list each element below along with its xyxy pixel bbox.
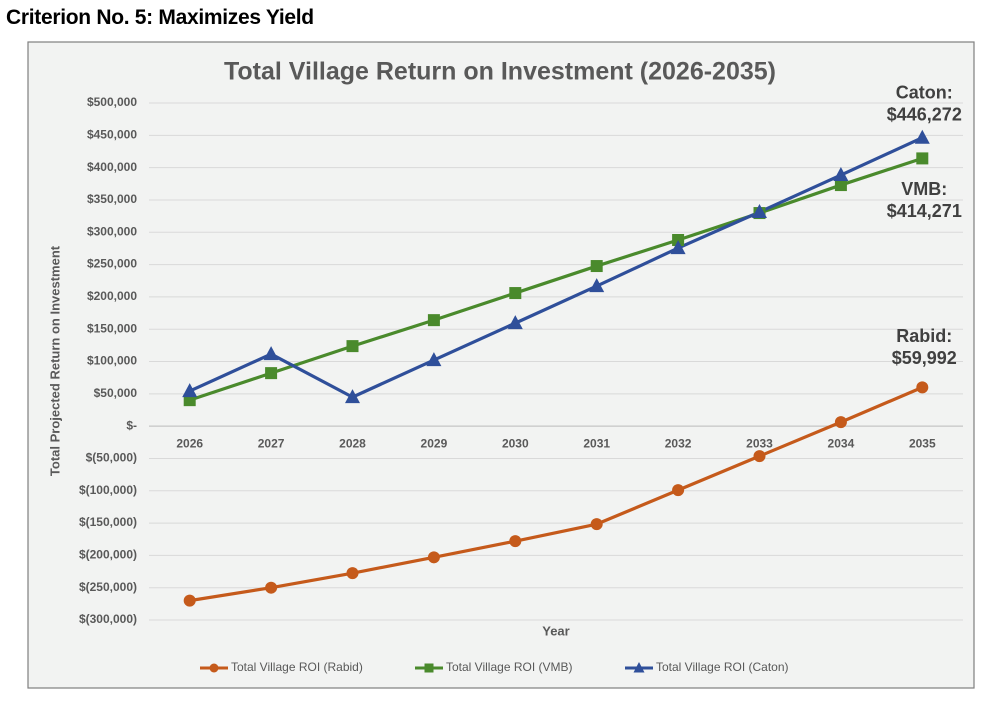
y-tick-label: $(50,000) xyxy=(86,451,137,465)
legend-marker xyxy=(209,663,219,673)
data-point xyxy=(590,518,603,531)
x-tick-label: 2027 xyxy=(258,436,285,450)
x-axis-title: Year xyxy=(542,623,569,638)
data-point xyxy=(183,394,196,407)
chart-frame xyxy=(27,41,975,689)
data-point xyxy=(263,346,279,361)
y-tick-label: $350,000 xyxy=(87,192,137,206)
page-header: Criterion No. 5: Maximizes Yield xyxy=(6,6,314,29)
y-tick-label: $500,000 xyxy=(87,95,137,109)
data-point xyxy=(590,260,603,273)
data-point xyxy=(507,315,523,330)
data-point xyxy=(427,314,440,327)
data-point xyxy=(834,179,847,192)
data-point xyxy=(672,234,685,247)
data-point xyxy=(346,340,359,353)
annotation: Caton: xyxy=(896,82,953,102)
data-point xyxy=(752,204,767,219)
data-point xyxy=(183,594,196,607)
data-point xyxy=(509,535,522,548)
annotation: VMB: xyxy=(901,179,947,199)
data-point xyxy=(182,383,198,398)
y-tick-label: $450,000 xyxy=(87,127,137,141)
data-point xyxy=(916,381,929,394)
chart-title: Total Village Return on Investment (2026… xyxy=(224,58,776,86)
series-line xyxy=(189,385,923,603)
annotation: $446,272 xyxy=(887,104,962,124)
y-tick-label: $300,000 xyxy=(87,224,137,238)
y-tick-label: $150,000 xyxy=(87,321,137,335)
data-point xyxy=(753,450,766,463)
y-tick-label: $(200,000) xyxy=(79,548,137,562)
data-point xyxy=(346,567,359,580)
data-point xyxy=(509,287,522,300)
y-tick-label: $100,000 xyxy=(87,354,137,368)
x-tick-label: 2032 xyxy=(665,436,692,450)
legend-label: Total Village ROI (Caton) xyxy=(656,660,789,674)
data-point xyxy=(265,367,278,380)
x-tick-label: 2034 xyxy=(828,436,855,450)
series-line xyxy=(189,156,923,402)
legend-marker xyxy=(633,662,645,673)
x-tick-label: 2029 xyxy=(421,436,448,450)
y-tick-label: $50,000 xyxy=(94,386,138,400)
y-tick-label: $(150,000) xyxy=(79,515,137,529)
y-tick-label: $250,000 xyxy=(87,257,137,271)
x-tick-label: 2031 xyxy=(583,436,610,450)
annotation: $59,992 xyxy=(892,348,957,368)
data-point xyxy=(427,551,440,564)
annotation: Rabid: xyxy=(896,326,952,346)
data-point xyxy=(833,167,849,182)
data-point xyxy=(834,416,847,429)
legend-label: Total Village ROI (VMB) xyxy=(446,660,573,674)
legend-marker xyxy=(424,663,434,673)
legend-label: Total Village ROI (Rabid) xyxy=(231,660,363,674)
data-point xyxy=(916,152,929,165)
y-tick-label: $200,000 xyxy=(87,289,137,303)
data-point xyxy=(670,240,686,255)
x-tick-label: 2035 xyxy=(909,436,936,450)
data-point xyxy=(265,581,278,594)
y-tick-label: $400,000 xyxy=(87,160,137,174)
y-tick-label: $(250,000) xyxy=(79,580,137,594)
annotation: $414,271 xyxy=(887,201,962,221)
x-tick-label: 2033 xyxy=(746,436,773,450)
data-point xyxy=(426,352,442,367)
data-point xyxy=(345,389,360,404)
x-tick-label: 2026 xyxy=(176,436,203,450)
x-tick-label: 2030 xyxy=(502,436,529,450)
y-tick-label: $- xyxy=(126,418,137,432)
data-point xyxy=(672,484,685,497)
data-point xyxy=(589,278,605,293)
series-line xyxy=(189,136,923,399)
y-tick-label: $(300,000) xyxy=(79,612,137,626)
data-point xyxy=(914,129,930,144)
y-tick-label: $(100,000) xyxy=(79,483,137,497)
y-axis-title: Total Projected Return on Investment xyxy=(47,245,62,476)
x-tick-label: 2028 xyxy=(339,436,366,450)
